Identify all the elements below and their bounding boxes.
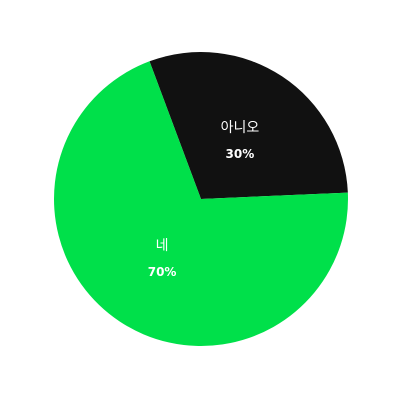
pie-labels: 아니오 30% 네 70% <box>148 120 260 279</box>
slice-label-0: 아니오 <box>221 120 260 136</box>
slice-value-label-0: 30% <box>226 147 255 161</box>
pie-slices <box>53 52 348 347</box>
pie-slice-1 <box>53 61 348 347</box>
slice-label-1: 네 <box>156 238 169 254</box>
slice-value-label-1: 70% <box>148 265 177 279</box>
pie-slice-0 <box>149 52 348 199</box>
